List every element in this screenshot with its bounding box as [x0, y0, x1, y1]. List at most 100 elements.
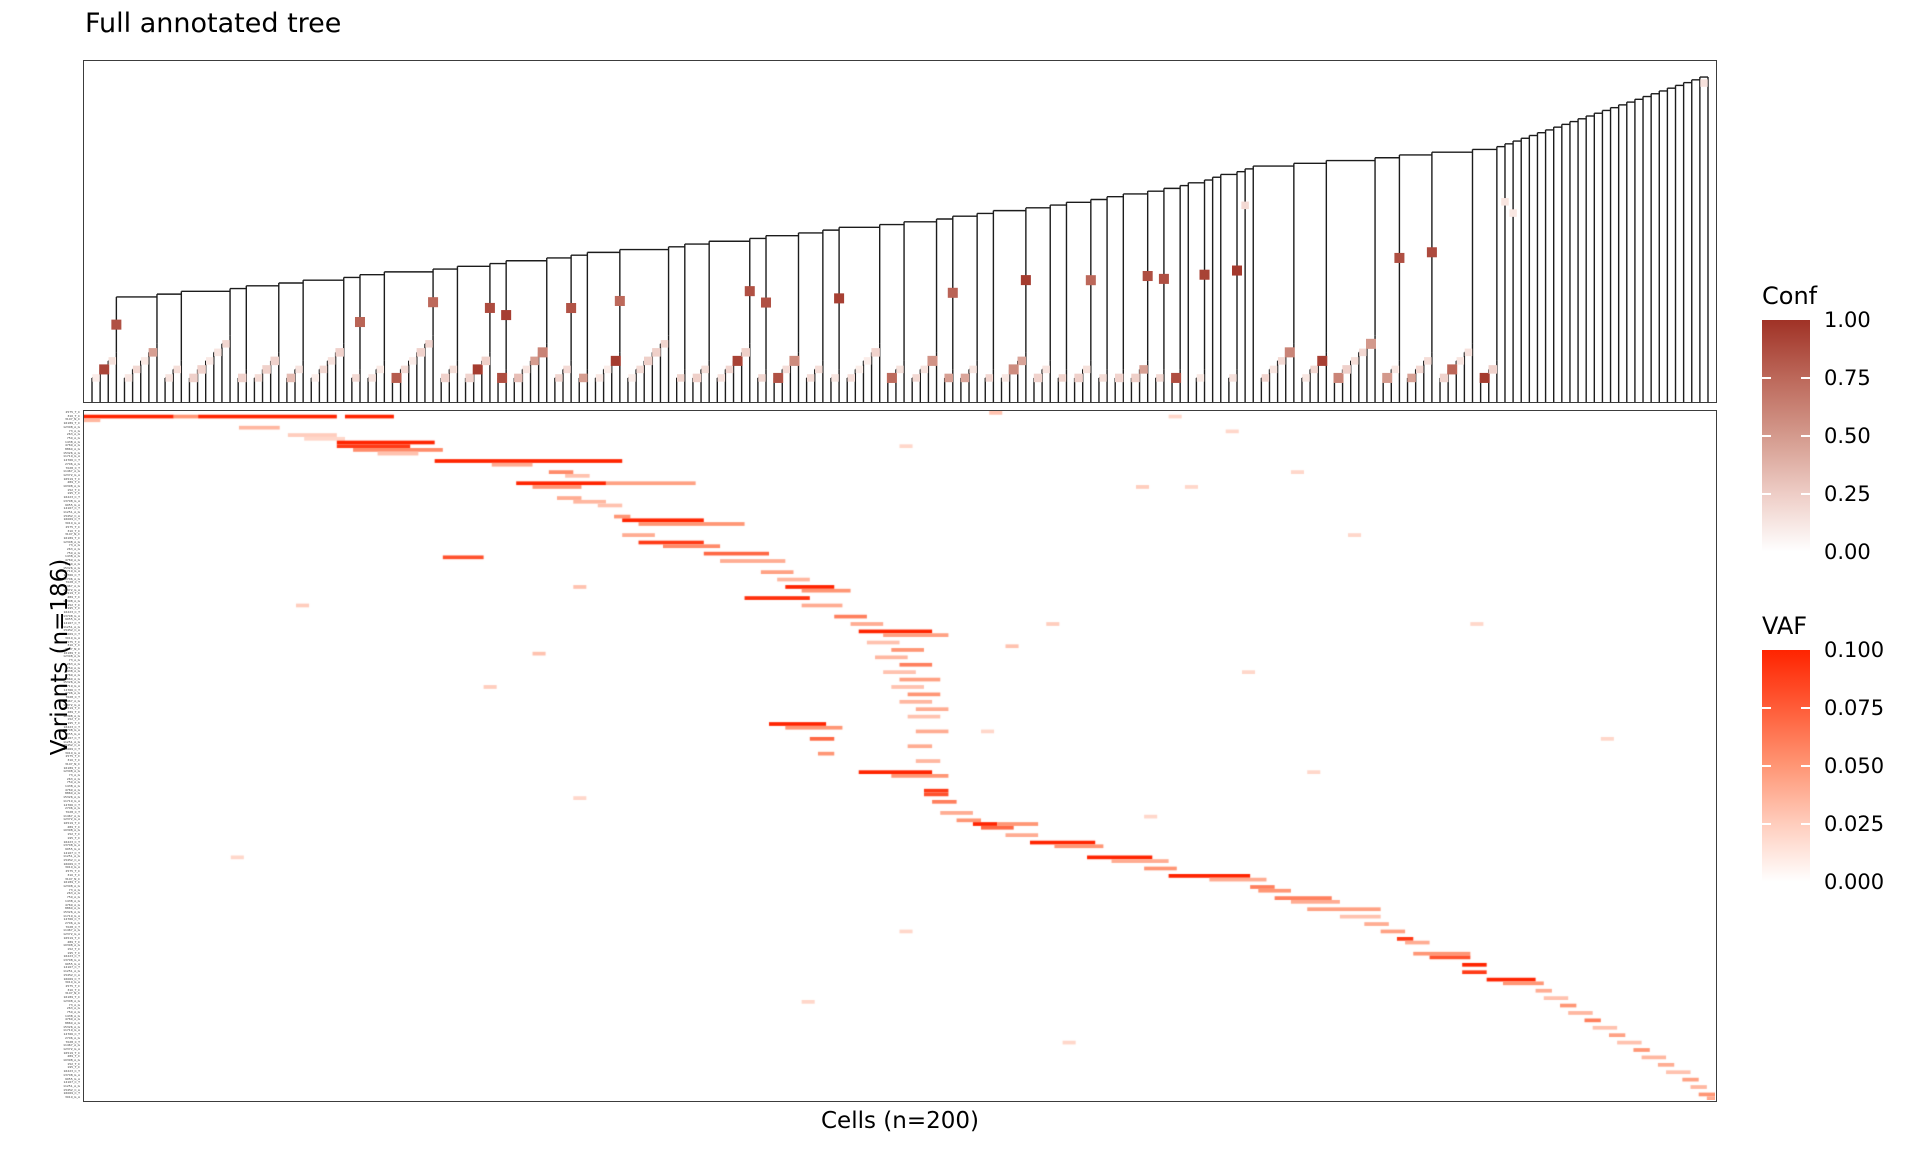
variant-label: 11251_A_G — [63, 969, 80, 974]
tree-node-conf-square — [806, 374, 815, 382]
legend-tick-label: 1.00 — [1824, 308, 1871, 332]
tree-node-conf-square — [834, 293, 845, 304]
variant-label: 152_T_C — [67, 602, 80, 607]
variant-label: 16223_C_T — [63, 1069, 80, 1074]
variant-label: 4769_A_G — [64, 1017, 80, 1022]
tree-node-conf-square — [1407, 373, 1416, 383]
tree-node-conf-square — [165, 374, 173, 382]
variant-label: 73_A_G — [68, 887, 80, 892]
variant-label: 12308_A_G — [63, 884, 80, 888]
variant-label: 489_T_C — [67, 1054, 80, 1059]
variant-label: 73_A_G — [68, 1002, 80, 1007]
tree-node-conf-square — [197, 365, 206, 374]
tree-node-conf-square — [847, 374, 856, 382]
tree-node-conf-square — [352, 374, 360, 382]
tree-node-conf-square — [676, 374, 685, 382]
variant-row-labels: 2575_T_C 310_T_C 3107_N_C 16189_T_C 12308_A_… — [26, 411, 80, 1102]
variant-label: 12372_G_A — [63, 472, 80, 477]
tree-node-conf-square — [286, 373, 296, 383]
variant-label: 2575_T_C — [65, 639, 80, 644]
tree-node-conf-square — [1085, 275, 1096, 286]
variant-label: 10398_A_G — [63, 828, 80, 833]
legend-tick-label: 0.50 — [1824, 424, 1871, 448]
tree-node-conf-square — [886, 372, 897, 383]
tree-node-conf-square — [237, 373, 247, 383]
variant-label: 73_A_G — [68, 658, 80, 663]
variant-label: 8860_A_G — [64, 791, 80, 796]
tree-node-conf-square — [1426, 247, 1437, 258]
tree-node-conf-square — [782, 365, 791, 374]
variant-label: 9055_G_A — [64, 502, 80, 507]
tree-node-conf-square — [744, 286, 755, 297]
tree-node-conf-square — [815, 365, 823, 374]
variant-label: 16069_C_T — [63, 517, 80, 522]
figure-title: Full annotated tree — [85, 8, 342, 39]
conf-colorbar — [1762, 320, 1810, 552]
variant-label: 12372_G_A — [63, 817, 80, 822]
variant-label: 73_A_G — [68, 543, 80, 548]
variant-label: 263_A_G — [66, 1006, 80, 1011]
tree-node-conf-square — [514, 373, 523, 383]
tree-node-conf-square — [111, 319, 122, 330]
tree-node-conf-square — [472, 364, 483, 375]
tree-node-conf-square — [1424, 357, 1432, 365]
tree-node-conf-square — [789, 355, 800, 366]
variant-label: 14167_C_T — [63, 850, 80, 855]
tree-node-conf-square — [944, 373, 953, 383]
variant-label: 10398_A_G — [63, 943, 80, 948]
tree-node-conf-square — [132, 365, 141, 374]
tree-node-conf-square — [1415, 365, 1424, 374]
variant-label: 3107_N_C — [65, 532, 80, 537]
tree-node-conf-square — [614, 295, 625, 306]
tree-node-conf-square — [1333, 372, 1344, 383]
tree-node-conf-square — [1317, 355, 1328, 366]
tree-node-conf-square — [481, 356, 491, 366]
variant-label: 750_A_G — [66, 435, 80, 440]
variant-label: 750_A_G — [66, 895, 80, 900]
tree-node-conf-square — [960, 373, 970, 383]
variant-label: 14766_C_T — [63, 458, 80, 463]
variant-label: 11467_A_G — [63, 928, 80, 933]
variant-label: 15326_A_G — [63, 909, 80, 914]
tree-node-conf-square — [1261, 374, 1270, 382]
variant-label: 195_T_C — [67, 491, 80, 496]
variant-label: 152_T_C — [67, 487, 80, 492]
variant-label: 11467_A_G — [63, 813, 80, 818]
variant-label: 11251_A_G — [63, 739, 80, 744]
variant-label: 263_A_G — [66, 661, 80, 666]
variant-label: 11467_A_G — [63, 584, 80, 589]
variant-label: 15452_C_A — [63, 628, 80, 633]
variant-label: 4769_A_G — [64, 443, 80, 448]
tree-node-conf-square — [761, 297, 772, 308]
variant-label: 73_A_G — [68, 772, 80, 777]
tree-node-conf-square — [1359, 348, 1367, 357]
variant-label: 7028_C_T — [65, 1039, 80, 1044]
tree-node-conf-square — [368, 374, 376, 382]
tree-node-conf-square — [610, 355, 621, 366]
variant-label: 14766_C_T — [63, 802, 80, 807]
variant-label: 2575_T_C — [65, 754, 80, 759]
variant-label: 12308_A_G — [63, 769, 80, 774]
variant-label: 2575_T_C — [65, 869, 80, 874]
variant-label: 73_A_G — [68, 428, 80, 433]
variant-label: 195_T_C — [67, 721, 80, 726]
variant-label: 152_T_C — [67, 717, 80, 722]
tree-node-conf-square — [1083, 365, 1091, 374]
variant-label: 2706_A_G — [64, 921, 80, 926]
variant-label: 3010_G_A — [64, 865, 80, 870]
variant-label: 3107_N_C — [65, 761, 80, 766]
variant-label: 750_A_G — [66, 1009, 80, 1014]
variant-label: 1438_A_G — [64, 439, 80, 444]
legend-tick-label: 0.025 — [1824, 812, 1885, 836]
variant-label: 489_T_C — [67, 480, 80, 485]
variant-label: 310_T_C — [67, 643, 80, 648]
tree-node-conf-square — [1456, 357, 1465, 365]
variant-label: 15326_A_G — [63, 1024, 80, 1029]
variant-label: 263_A_G — [66, 776, 80, 781]
variant-label: 489_T_C — [67, 709, 80, 714]
tree-node-conf-square — [1310, 365, 1318, 374]
tree-node-conf-square — [449, 365, 458, 374]
variant-label: 152_T_C — [67, 832, 80, 837]
variant-label: 12372_G_A — [63, 702, 80, 707]
variant-label: 7028_C_T — [65, 695, 80, 700]
